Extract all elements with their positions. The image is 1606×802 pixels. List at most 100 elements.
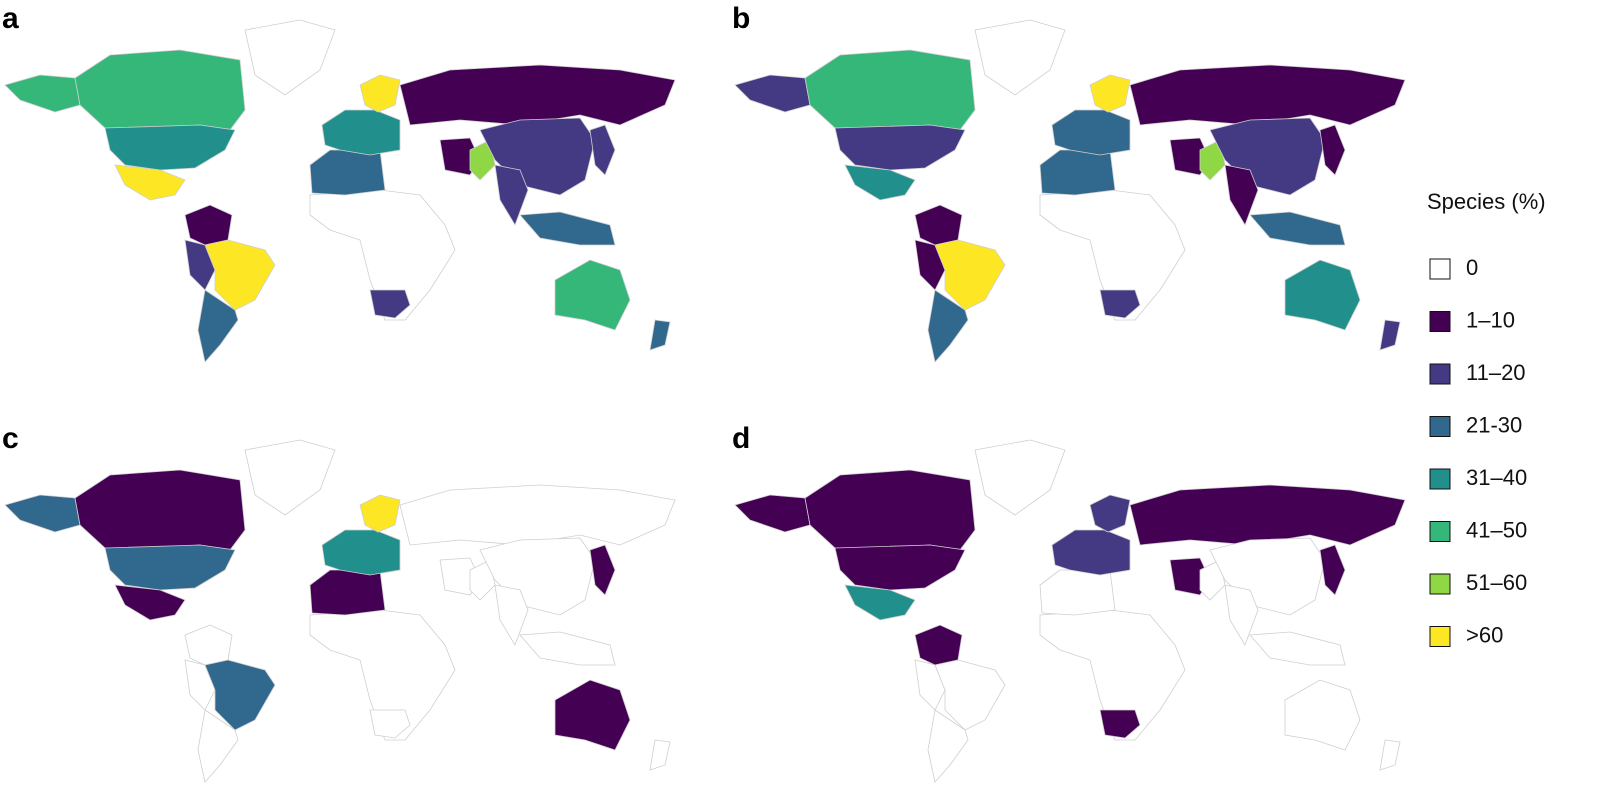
country-region xyxy=(204,659,276,731)
country-region xyxy=(1039,569,1116,616)
country-region xyxy=(309,569,386,616)
country-region xyxy=(589,124,616,176)
panel-label: a xyxy=(2,2,19,35)
country-region xyxy=(519,631,616,666)
legend-label: 31–40 xyxy=(1466,465,1527,490)
country-region xyxy=(589,544,616,596)
country-region xyxy=(114,164,186,201)
panel-label: d xyxy=(732,422,750,455)
legend-swatch xyxy=(1429,258,1451,280)
country-region xyxy=(369,709,411,739)
country-region xyxy=(927,709,969,783)
country-region xyxy=(184,239,216,291)
country-region xyxy=(554,259,631,331)
country-region xyxy=(204,239,276,311)
country-region xyxy=(1224,584,1259,646)
country-region xyxy=(1249,211,1346,246)
country-region xyxy=(104,544,236,591)
panel-label: c xyxy=(2,422,19,455)
country-region xyxy=(1284,679,1361,751)
country-region xyxy=(1319,544,1346,596)
legend-swatch xyxy=(1429,573,1451,595)
country-region xyxy=(114,584,186,621)
country-region xyxy=(184,624,233,666)
country-region xyxy=(1051,529,1131,576)
country-region xyxy=(4,74,81,113)
country-region xyxy=(369,289,411,319)
legend-label: 21-30 xyxy=(1466,412,1522,437)
map-panel xyxy=(734,439,1406,783)
map-panel xyxy=(734,19,1406,363)
legend-swatch xyxy=(1429,468,1451,490)
legend-swatch xyxy=(1429,363,1451,385)
country-region xyxy=(244,19,336,96)
country-region xyxy=(914,239,946,291)
country-region xyxy=(1099,709,1141,739)
country-region xyxy=(844,164,916,201)
legend-title: Species (%) xyxy=(1427,189,1546,214)
legend-label: 0 xyxy=(1466,255,1478,280)
country-region xyxy=(309,609,456,741)
legend-label: >60 xyxy=(1466,622,1503,647)
country-region xyxy=(1319,124,1346,176)
legend-swatch xyxy=(1429,626,1451,647)
country-region xyxy=(1039,609,1186,741)
country-region xyxy=(649,739,671,771)
country-region xyxy=(1039,189,1186,321)
country-region xyxy=(494,164,529,226)
country-region xyxy=(399,64,676,126)
map-panel xyxy=(4,19,676,363)
country-region xyxy=(184,204,233,246)
country-region xyxy=(359,74,401,113)
country-region xyxy=(734,74,811,113)
country-region xyxy=(74,469,246,551)
legend-label: 1–10 xyxy=(1466,307,1515,332)
country-region xyxy=(309,149,386,196)
country-region xyxy=(1129,484,1406,546)
country-region xyxy=(104,124,236,171)
country-region xyxy=(197,709,239,783)
country-region xyxy=(804,49,976,131)
country-region xyxy=(1379,739,1401,771)
legend-swatch xyxy=(1429,521,1451,542)
country-region xyxy=(399,484,676,546)
legend-swatch xyxy=(1429,311,1451,332)
country-region xyxy=(914,204,963,246)
country-region xyxy=(494,584,529,646)
country-region xyxy=(974,19,1066,96)
country-region xyxy=(359,494,401,533)
country-region xyxy=(184,659,216,711)
country-region xyxy=(804,469,976,551)
country-region xyxy=(934,239,1006,311)
country-region xyxy=(934,659,1006,731)
country-region xyxy=(519,211,616,246)
legend-swatch xyxy=(1429,416,1451,437)
country-region xyxy=(914,659,946,711)
country-region xyxy=(649,319,671,351)
country-region xyxy=(321,529,401,576)
country-region xyxy=(1039,149,1116,196)
country-region xyxy=(1089,494,1131,533)
country-region xyxy=(734,494,811,533)
country-region xyxy=(1224,164,1259,226)
country-region xyxy=(927,289,969,363)
country-region xyxy=(1129,64,1406,126)
country-region xyxy=(834,124,966,171)
country-region xyxy=(1249,631,1346,666)
map-panel xyxy=(4,439,676,783)
country-region xyxy=(197,289,239,363)
country-region xyxy=(974,439,1066,516)
panel-label: b xyxy=(732,2,750,35)
legend-label: 51–60 xyxy=(1466,570,1527,595)
country-region xyxy=(1089,74,1131,113)
country-region xyxy=(834,544,966,591)
country-region xyxy=(321,109,401,156)
country-region xyxy=(1099,289,1141,319)
country-region xyxy=(309,189,456,321)
country-region xyxy=(554,679,631,751)
legend-label: 11–20 xyxy=(1466,360,1526,385)
country-region xyxy=(74,49,246,131)
country-region xyxy=(844,584,916,621)
legend-label: 41–50 xyxy=(1466,517,1527,542)
